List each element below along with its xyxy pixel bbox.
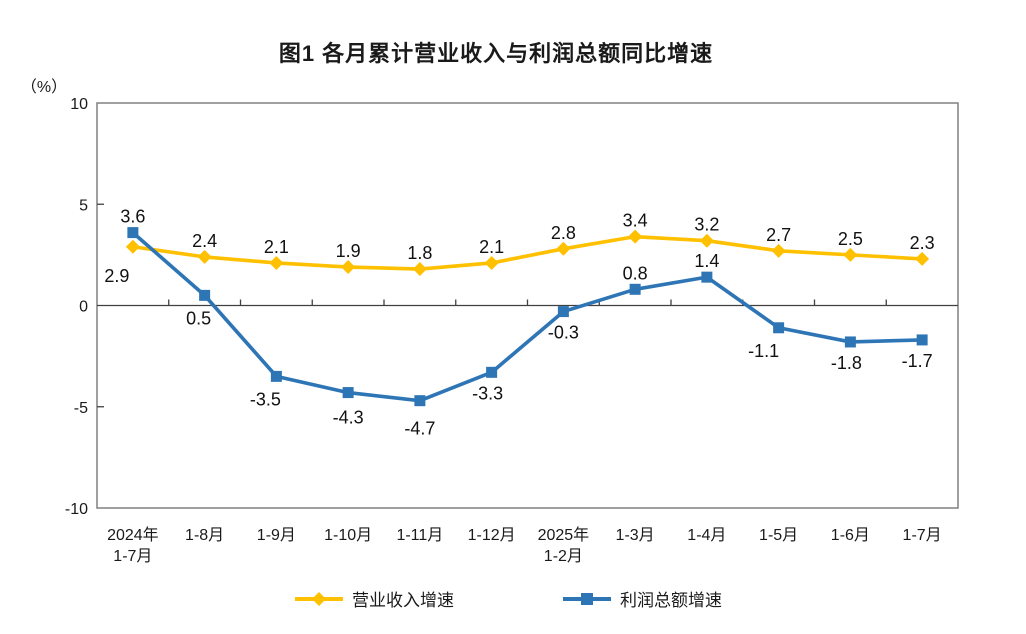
profit-growth-data-label: -3.3 [472, 383, 503, 403]
revenue-growth-data-label: 2.3 [910, 233, 935, 253]
x-tick-label: 1-3月 [616, 527, 655, 544]
profit-growth-marker [342, 387, 354, 399]
revenue-growth-marker [628, 229, 643, 244]
x-tick-label: 2024年 [107, 526, 159, 544]
profit-growth-marker [629, 283, 641, 295]
profit-growth-marker [701, 271, 713, 283]
profit-growth-data-label: 0.8 [623, 263, 648, 283]
revenue-growth-data-label: 3.2 [694, 215, 719, 235]
revenue-line-diamond-icon [295, 591, 343, 606]
y-tick-label: 10 [70, 96, 88, 113]
x-tick-label: 1-11月 [396, 527, 443, 544]
legend-label-profit: 利润总额增速 [620, 591, 722, 610]
x-tick-label: 1-5月 [759, 527, 798, 544]
legend: 营业收入增速 利润总额增速 [0, 586, 1016, 611]
revenue-growth-data-label: 2.7 [766, 225, 791, 245]
revenue-growth-data-label: 2.1 [264, 237, 289, 257]
revenue-growth-marker [484, 255, 499, 270]
revenue-growth-marker [269, 255, 284, 270]
x-tick-label: 1-12月 [468, 527, 516, 544]
x-tick-label: 1-4月 [687, 527, 726, 544]
revenue-growth-marker [556, 241, 571, 256]
profit-growth-marker [127, 227, 139, 239]
profit-growth-line [131, 231, 923, 403]
revenue-growth-marker [771, 243, 786, 258]
x-tick-label: 2025年 [538, 526, 590, 544]
profit-growth-data-label: -4.7 [404, 419, 435, 439]
profit-growth-marker [414, 395, 426, 407]
x-tick-label: 1-9月 [257, 527, 296, 544]
revenue-growth-marker [412, 262, 427, 277]
profit-growth-marker [199, 289, 211, 301]
y-tick-label: -5 [74, 400, 88, 417]
x-tick-label: 1-6月 [831, 527, 870, 544]
revenue-growth-marker [915, 251, 930, 266]
revenue-growth-data-label: 2.5 [838, 229, 863, 249]
revenue-growth-marker [125, 239, 140, 254]
revenue-growth-data-label: 2.4 [192, 231, 217, 251]
profit-growth-data-label: -4.3 [333, 408, 364, 428]
x-tick-label: 1-7月 [113, 548, 152, 565]
revenue-growth-data-label: 1.8 [407, 243, 432, 263]
x-tick-label: 1-10月 [324, 527, 372, 544]
profit-growth-marker [270, 370, 282, 382]
profit-growth-marker [844, 336, 856, 348]
profit-growth-data-label: -1.7 [902, 351, 933, 371]
profit-growth-data-label: -0.3 [548, 323, 579, 343]
legend-item-profit: 利润总额增速 [562, 586, 722, 611]
x-tick-label: 1-2月 [544, 548, 583, 565]
y-tick-label: 5 [79, 197, 88, 214]
revenue-growth-marker [197, 249, 212, 264]
profit-growth-marker [916, 334, 928, 346]
profit-line-square-icon [563, 592, 611, 605]
profit-growth-data-label: 0.5 [186, 308, 211, 328]
profit-growth-data-label: 3.6 [120, 207, 145, 227]
profit-growth-data-label: 1.4 [694, 251, 719, 271]
revenue-growth-data-label: 1.9 [336, 241, 361, 261]
revenue-growth-data-label: 2.9 [104, 266, 129, 286]
profit-growth-data-label: -1.1 [748, 341, 779, 361]
profit-growth-data-label: -1.8 [831, 353, 862, 373]
legend-label-revenue: 营业收入增速 [352, 591, 454, 610]
revenue-growth-data-label: 2.8 [551, 223, 576, 243]
y-axis-unit-label: （%） [21, 78, 67, 96]
revenue-growth-marker [843, 247, 858, 262]
revenue-growth-line [132, 234, 923, 271]
y-tick-label: 0 [79, 299, 88, 316]
legend-item-revenue: 营业收入增速 [294, 586, 454, 611]
profit-growth-marker [486, 366, 498, 378]
y-tick-label: -10 [65, 501, 88, 518]
revenue-growth-marker [699, 233, 714, 248]
x-tick-label: 1-7月 [903, 527, 942, 544]
revenue-growth-data-label: 3.4 [623, 211, 648, 231]
profit-growth-marker [773, 322, 785, 334]
x-tick-label: 1-8月 [185, 527, 224, 544]
profit-growth-data-label: -3.5 [250, 389, 281, 409]
profit-growth-marker [557, 306, 569, 318]
chart-title: 图1 各月累计营业收入与利润总额同比增速 [278, 41, 714, 66]
revenue-growth-marker [341, 260, 356, 275]
revenue-growth-data-label: 2.1 [479, 237, 504, 257]
